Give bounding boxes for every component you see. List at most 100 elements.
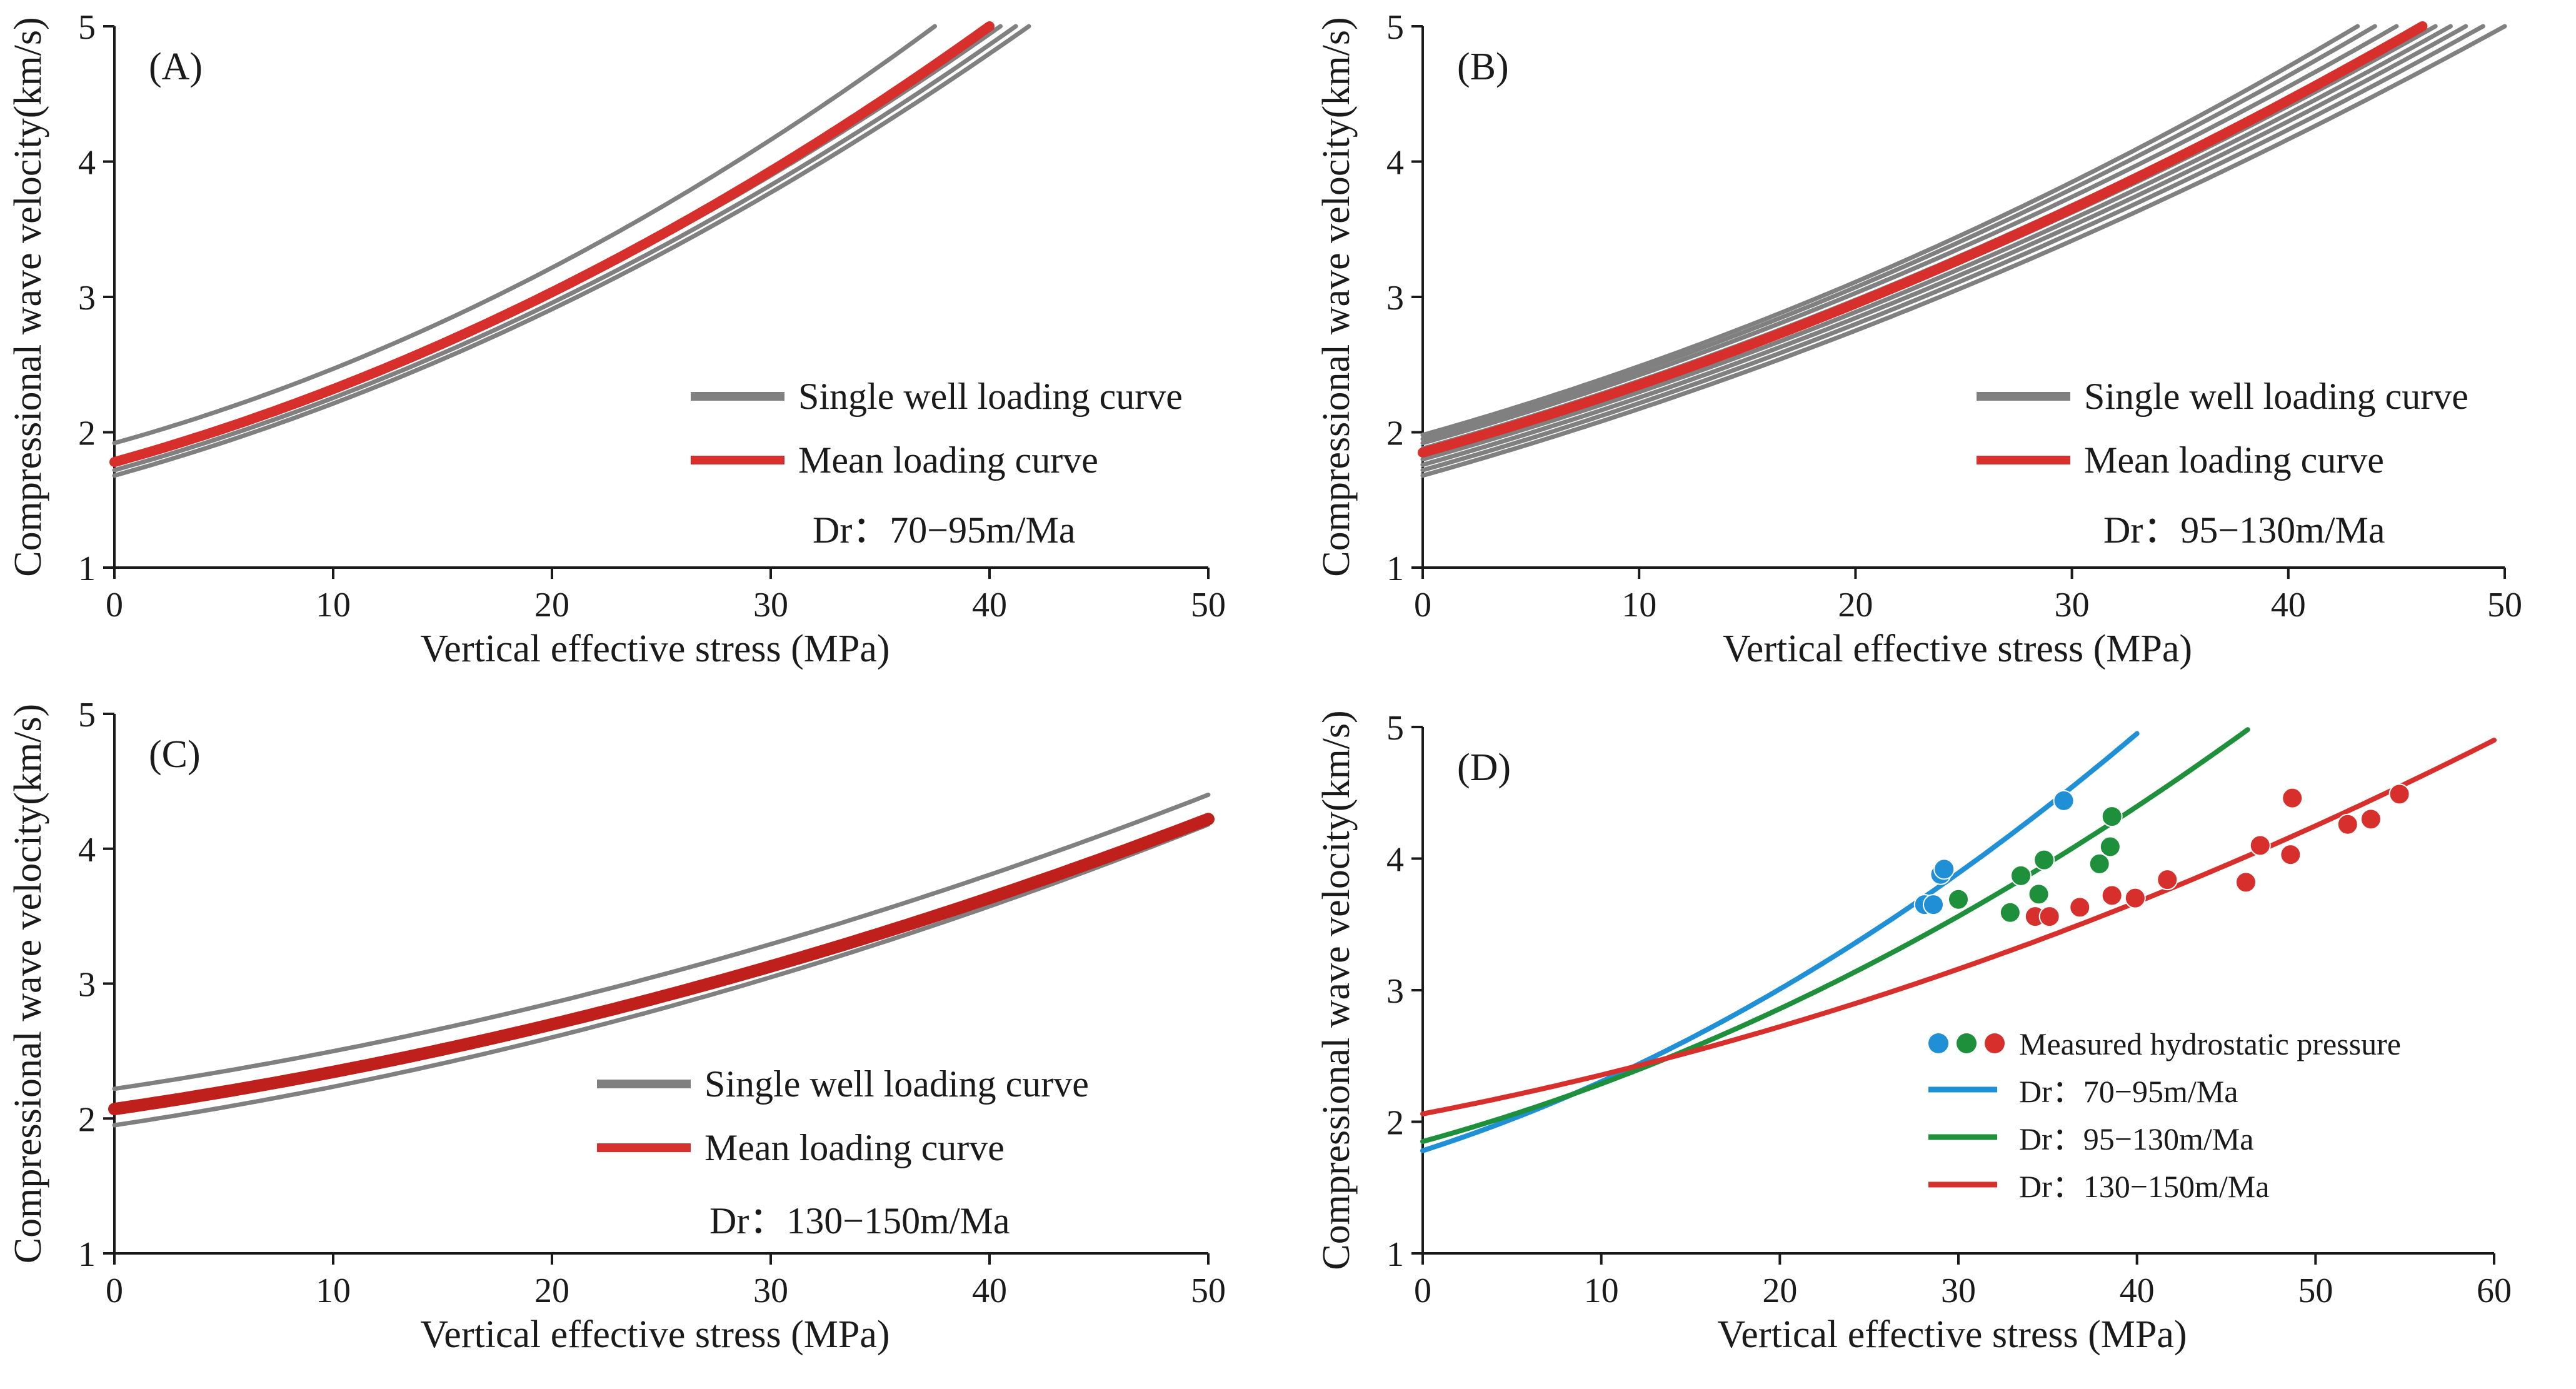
x-tick-label: 40	[972, 586, 1007, 624]
y-tick-label: 1	[1386, 549, 1404, 588]
y-tick-label: 3	[78, 279, 96, 318]
y-tick-label: 3	[1386, 972, 1404, 1011]
x-axis-title: Vertical effective stress (MPa)	[1717, 1313, 2187, 1356]
x-axis-title: Vertical effective stress (MPa)	[1723, 628, 2192, 670]
data-point-green	[1999, 901, 2021, 923]
y-tick-label: 5	[1386, 8, 1404, 47]
data-point-red	[2157, 869, 2178, 891]
panel-label: (B)	[1457, 46, 1509, 88]
single-well-curve	[1420, 24, 2399, 446]
x-tick-label: 40	[2120, 1271, 2155, 1310]
x-axis-title: Vertical effective stress (MPa)	[420, 628, 890, 670]
data-point-green	[2099, 836, 2121, 858]
x-tick-label: 30	[2055, 586, 2090, 624]
y-tick-label: 2	[1386, 414, 1404, 453]
y-tick-label: 1	[78, 1235, 96, 1274]
y-tick-label: 4	[78, 144, 96, 183]
legend-dot-blue	[1928, 1033, 1948, 1053]
data-point-red	[2235, 871, 2257, 893]
single-well-curve	[1420, 24, 2507, 478]
data-point-green	[2010, 865, 2032, 886]
data-point-green	[2033, 849, 2055, 871]
x-tick-label: 50	[1191, 586, 1226, 624]
x-tick-label: 20	[534, 586, 569, 624]
x-tick-label: 0	[1414, 1271, 1431, 1310]
single-well-curve	[1420, 24, 2360, 438]
panel-d: 0 10 20 30 40 50 60 1 2 3 4 5 Vertical effective str…	[1315, 709, 2512, 1356]
data-point-green	[2028, 883, 2050, 905]
y-tick-label: 5	[78, 8, 96, 47]
dr-annotation: Dr：95−130m/Ma	[2103, 509, 2385, 551]
single-well-curve	[1420, 24, 2377, 441]
data-point-blue	[1933, 858, 1955, 880]
panel-a: 0 10 20 30 40 50 1 2 3 4 5 Vertical effective stres…	[7, 8, 1226, 670]
x-tick-label: 10	[316, 1271, 351, 1310]
y-tick-label: 2	[78, 1100, 96, 1139]
y-tick-label: 1	[1386, 1235, 1404, 1274]
data-point-blue	[2053, 790, 2075, 811]
data-point-red	[2280, 844, 2302, 866]
x-tick-label: 20	[534, 1271, 569, 1310]
data-point-red	[2038, 906, 2060, 928]
mean-curve	[108, 813, 1215, 1116]
data-point-red	[2124, 887, 2146, 909]
x-tick-label: 0	[106, 586, 123, 624]
x-tick-label: 10	[316, 586, 351, 624]
panel-label: (D)	[1457, 746, 1511, 789]
single-well-curve	[1420, 24, 2485, 473]
x-tick-label: 60	[2477, 1271, 2512, 1310]
y-tick-label: 4	[78, 831, 96, 870]
data-point-red	[2360, 808, 2382, 830]
x-tick-label: 40	[972, 1271, 1007, 1310]
dr-annotation: Dr：70−95m/Ma	[813, 509, 1075, 551]
legend-label: Dr：130−150m/Ma	[2019, 1169, 2269, 1204]
dr-annotation: Dr：130−150m/Ma	[709, 1200, 1010, 1241]
mean-curve	[109, 21, 995, 468]
x-tick-label: 50	[2487, 586, 2522, 624]
single-well-curve	[112, 24, 937, 446]
fit-curve-red	[1420, 738, 2497, 1116]
y-tick-label: 2	[78, 414, 96, 453]
data-point-red	[2388, 783, 2410, 805]
legend-label: Mean loading curve	[704, 1127, 1005, 1168]
data-point-green	[1948, 888, 1969, 910]
legend-label: Single well loading curve	[704, 1063, 1089, 1105]
legend-dot-green	[1957, 1033, 1977, 1053]
x-tick-label: 10	[1584, 1271, 1619, 1310]
data-point-red	[2069, 896, 2091, 918]
x-tick-label: 30	[1941, 1271, 1976, 1310]
x-tick-label: 0	[1414, 586, 1431, 624]
x-tick-label: 20	[1762, 1271, 1797, 1310]
y-axis-title: Compressional wave velocity(km/s)	[1315, 17, 1358, 576]
data-point-green	[2101, 806, 2123, 828]
y-tick-label: 1	[78, 549, 96, 588]
x-tick-label: 30	[753, 586, 788, 624]
y-axis-title: Compressional wave velocity(km/s)	[7, 704, 49, 1263]
single-well-curve	[112, 24, 1018, 473]
y-tick-label: 4	[1386, 144, 1404, 183]
y-tick-label: 3	[78, 966, 96, 1005]
legend-label: Mean loading curve	[798, 439, 1098, 481]
data-point-red	[2282, 787, 2303, 809]
single-well-curve	[1420, 24, 2468, 467]
data-point-red	[2101, 885, 2123, 906]
data-point-blue	[1923, 894, 1945, 916]
x-tick-label: 40	[2271, 586, 2306, 624]
y-tick-label: 2	[1386, 1104, 1404, 1143]
y-axis-title: Compressional wave velocity(km/s)	[7, 17, 49, 576]
y-tick-label: 5	[78, 696, 96, 735]
x-tick-label: 50	[1191, 1271, 1226, 1310]
single-well-curve	[1420, 24, 2453, 462]
y-tick-label: 3	[1386, 279, 1404, 318]
x-tick-label: 10	[1621, 586, 1656, 624]
legend-label: Mean loading curve	[2084, 439, 2384, 481]
single-well-curve	[112, 792, 1211, 1091]
single-well-curve	[112, 24, 1031, 478]
x-tick-label: 0	[106, 1271, 123, 1310]
data-point-green	[2088, 853, 2110, 875]
data-point-red	[2249, 835, 2271, 856]
panel-label: (A)	[149, 46, 203, 88]
y-tick-label: 4	[1386, 841, 1404, 880]
legend-label: Measured hydrostatic pressure	[2019, 1026, 2401, 1061]
